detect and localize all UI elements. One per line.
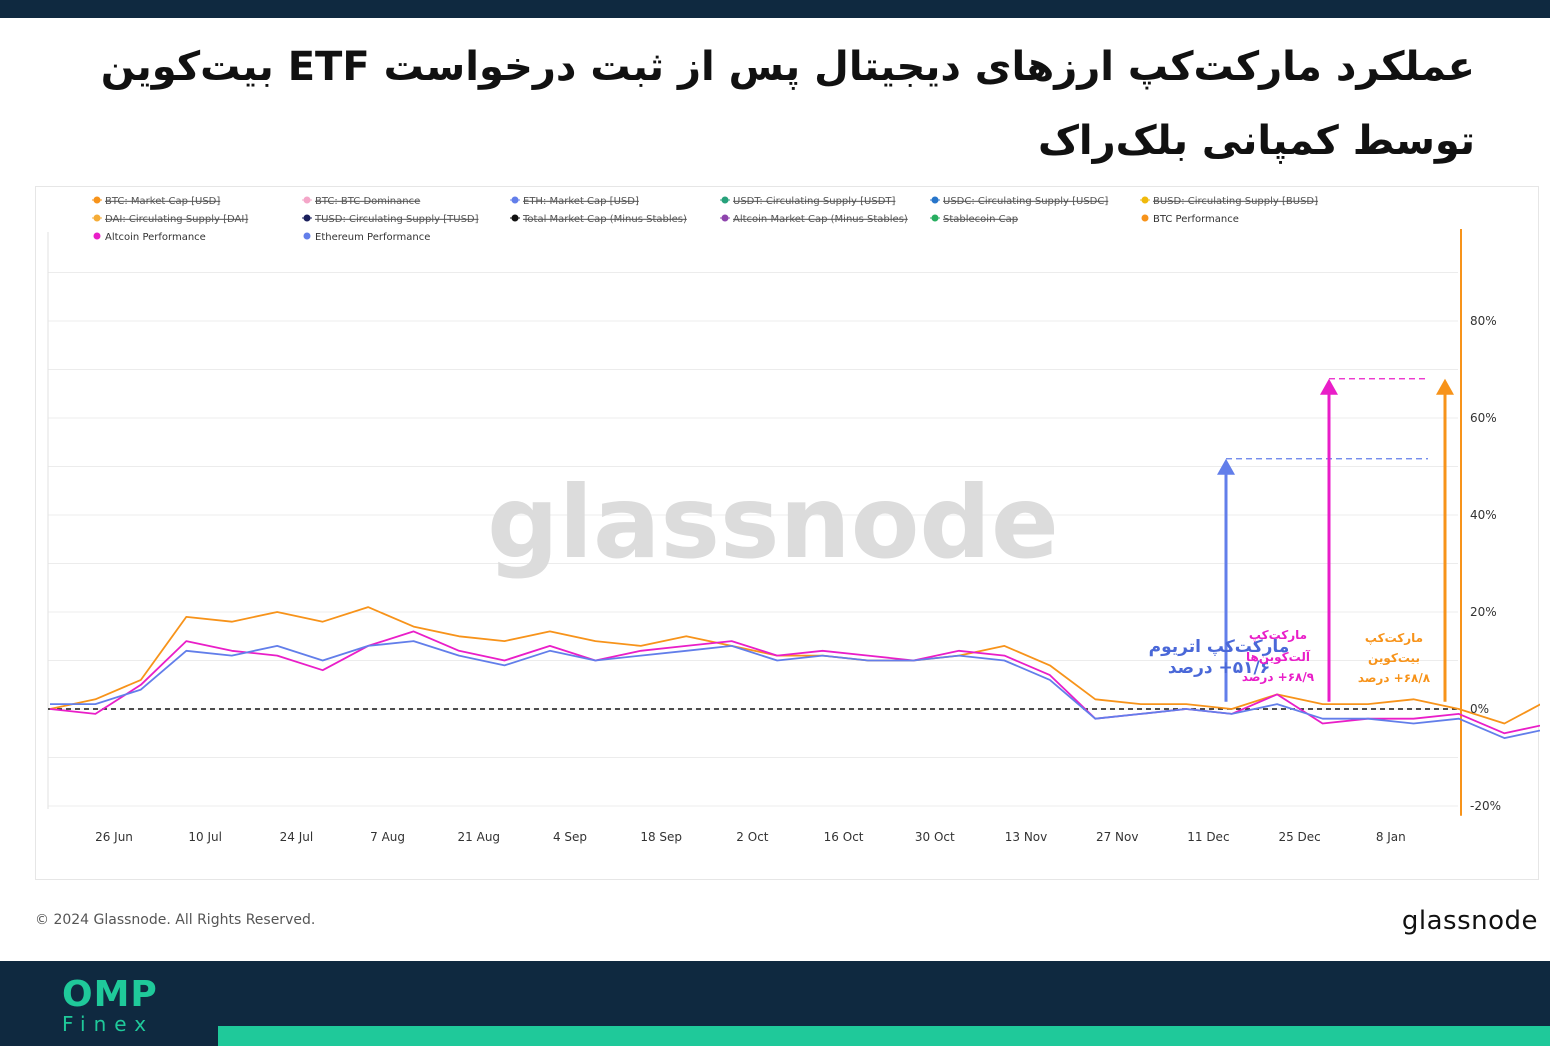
x-axis: 26 Jun 10 Jul 24 Jul 7 Aug 21 Aug 4 Sep 18 Sep… [95,830,1406,844]
annotation-text: آلت‌کوین‌ها [1246,649,1311,665]
y-tick-label: 20% [1470,605,1497,619]
x-tick-label: 10 Jul [188,830,222,844]
legend-label: TUSD: Circulating Supply [TUSD] [314,214,479,225]
ethereum-performance-line [50,640,1540,739]
series-lines [49,606,1540,739]
omp-logo: OMP [62,974,158,1015]
legend-label: DAI: Circulating Supply [DAI] [105,214,248,225]
legend-label: Total Market Cap (Minus Stables) [522,214,687,225]
annotation-text: بیت‌کوین [1368,651,1420,666]
y-tick-label: -20% [1470,799,1501,813]
legend-label: BTC Performance [1153,214,1239,225]
y-tick-label: 80% [1470,314,1497,328]
y-axis: 80% 60% 40% 20% 0% -20% [1470,314,1501,813]
grid [47,229,1462,816]
legend-label: USDC: Circulating Supply [USDC] [943,196,1108,207]
y-tick-label: 60% [1470,411,1497,425]
annotation-text: مارکت‌کپ [1249,628,1307,642]
finex-logo: Finex [62,1012,155,1036]
x-tick-label: 11 Dec [1187,830,1229,844]
legend-label: Stablecoin Cap [943,214,1018,225]
watermark: glassnode [487,464,1059,581]
legend-marker [1141,214,1149,222]
arrows [1217,378,1454,702]
legend-label: USDT: Circulating Supply [USDT] [733,196,896,207]
legend-label: Altcoin Market Cap (Minus Stables) [733,214,908,225]
legend-label: Ethereum Performance [315,232,430,243]
annotation-text: ۶۸/۸+ درصد [1358,671,1431,685]
x-tick-label: 18 Sep [640,830,682,844]
annotation-text: مارکت‌کپ [1365,631,1423,645]
x-tick-label: 26 Jun [95,830,133,844]
reference-lines [48,378,1458,710]
top-bar [0,0,1550,18]
btc-performance-line [49,606,1540,725]
x-tick-label: 25 Dec [1278,830,1320,844]
x-tick-label: 27 Nov [1096,830,1139,844]
chart-panel: BTC: Market Cap [USD] BTC: BTC Dominance E… [35,186,1540,880]
page-title: عملکرد مارکت‌کپ ارزهای دیجیتال پس از ثبت… [100,44,1475,90]
accent-strip [218,1026,1550,1046]
performance-chart: BTC: Market Cap [USD] BTC: BTC Dominance E… [47,196,1540,844]
x-tick-label: 8 Jan [1376,830,1406,844]
legend-label: BTC: Market Cap [USD] [105,196,220,207]
legend-marker [303,232,311,240]
x-tick-label: 13 Nov [1005,830,1048,844]
y-tick-label: 40% [1470,508,1497,522]
annotation-text: ۵۱/۶+ درصد [1168,658,1270,678]
legend-label: Altcoin Performance [105,232,206,243]
x-tick-label: 2 Oct [736,830,768,844]
glassnode-logo: glassnode [1401,906,1538,936]
legend-label: BTC: BTC Dominance [315,196,420,207]
x-tick-label: 16 Oct [824,830,864,844]
ethereum-arrow-head [1217,458,1235,475]
copyright-text: © 2024 Glassnode. All Rights Reserved. [35,912,316,928]
legend-label: ETH: Market Cap [USD] [523,196,639,207]
annotation-text: مارکت‌کپ اتریوم [1149,637,1290,657]
x-tick-label: 4 Sep [553,830,587,844]
y-tick-label: 0% [1470,702,1489,716]
bitcoin-arrow-head [1436,378,1454,395]
legend-label: BUSD: Circulating Supply [BUSD] [1153,196,1318,207]
altcoin-arrow-head [1320,378,1338,395]
x-tick-label: 24 Jul [280,830,314,844]
annotation-text: ۶۸/۹+ درصد [1242,670,1315,684]
legend-marker [93,232,101,240]
legend: BTC: Market Cap [USD] BTC: BTC Dominance E… [92,196,1318,243]
page-subtitle: توسط کمپانی بلک‌راک [1037,118,1475,164]
x-tick-label: 21 Aug [458,830,501,844]
x-tick-label: 7 Aug [370,830,405,844]
x-tick-label: 30 Oct [915,830,955,844]
